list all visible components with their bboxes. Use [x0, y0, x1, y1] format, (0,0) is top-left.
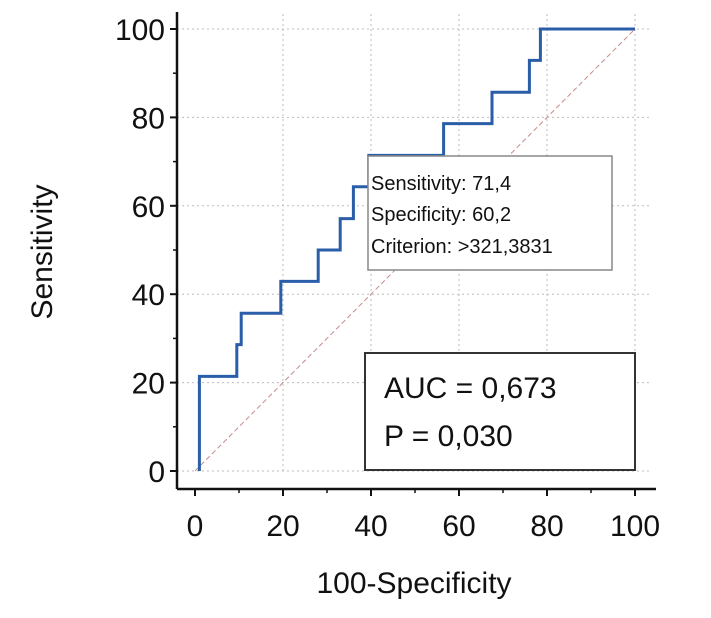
criterion-annotation: Sensitivity: 71,4 Specificity: 60,2 Crit…: [367, 155, 613, 271]
p-value: P = 0,030: [384, 420, 513, 453]
y-axis-title: Sensitivity: [26, 184, 59, 319]
roc-curve-line: [197, 27, 635, 471]
y-tick-label: 40: [132, 279, 165, 312]
criterion-value: Criterion: >321,3831: [371, 236, 553, 258]
stats-annotation: AUC = 0,673 P = 0,030: [364, 352, 636, 471]
y-tick-label: 80: [132, 102, 165, 135]
x-tick-label: 100: [610, 510, 660, 543]
criterion-specificity: Specificity: 60,2: [371, 204, 511, 226]
y-tick-label: 20: [132, 368, 165, 401]
x-tick-label: 60: [442, 510, 475, 543]
y-tick-label: 60: [132, 191, 165, 224]
roc-curve-group: [197, 27, 635, 471]
x-axis-title: 100-Specificity: [316, 567, 511, 600]
y-ticks: 0 20 40 60 80 100: [115, 14, 177, 489]
x-tick-label: 0: [187, 510, 204, 543]
x-tick-label: 40: [354, 510, 387, 543]
stats-box: [364, 352, 636, 471]
y-tick-label: 100: [115, 14, 165, 47]
auc-value: AUC = 0,673: [384, 372, 557, 405]
x-tick-label: 80: [530, 510, 563, 543]
x-tick-label: 20: [266, 510, 299, 543]
y-tick-label: 0: [148, 456, 165, 489]
criterion-sensitivity: Sensitivity: 71,4: [371, 173, 511, 195]
criterion-box: [367, 155, 613, 271]
x-ticks: 0 20 40 60 80 100: [187, 489, 660, 543]
